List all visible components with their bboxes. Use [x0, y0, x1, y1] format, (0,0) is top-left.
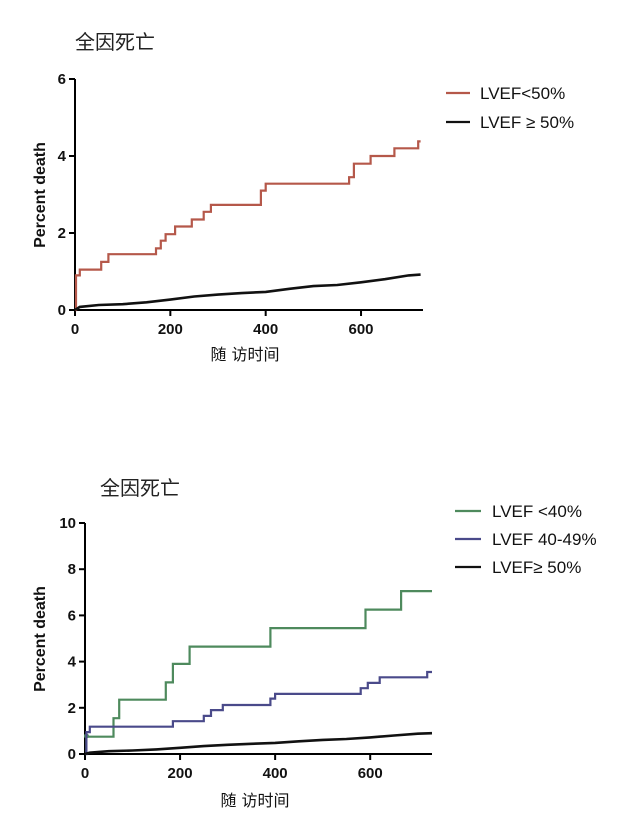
chart-1-x-axis-label: 随 访时间 — [210, 345, 279, 364]
c1-y-tick-label: 0 — [58, 302, 66, 319]
c2-y-tick-label: 8 — [68, 561, 76, 578]
c1-x-tick-label: 0 — [71, 321, 79, 338]
legend-label-lvef-ge50-b: LVEF≥ 50% — [492, 558, 581, 577]
c2-y-tick-label: 0 — [68, 746, 76, 763]
c2-plot: 0 2 4 6 8 10 0 200 400 600 — [59, 515, 433, 782]
c2-x-tick-label: 600 — [358, 765, 383, 782]
c2-y-tick-label: 10 — [59, 515, 76, 532]
chart-2-x-axis-label: 随 访时间 — [220, 791, 289, 810]
c2-x-tick-label: 400 — [263, 765, 288, 782]
c2-series-line-lvef-40- — [85, 589, 432, 756]
c1-plot: 0 2 4 6 0 200 400 600 — [58, 71, 423, 338]
c2-y-tick-label: 4 — [68, 654, 77, 671]
legend-label-lvef-ge50: LVEF ≥ 50% — [480, 113, 574, 132]
c1-y-tick-label: 4 — [58, 148, 67, 165]
legend-label-lvef-lt40: LVEF <40% — [492, 502, 582, 521]
chart-2-y-axis-label: Percent death — [32, 586, 49, 692]
c1-y-tick-label: 2 — [58, 225, 66, 242]
c2-y-tick-label: 6 — [68, 607, 76, 624]
chart-2-legend: LVEF <40% LVEF 40-49% LVEF≥ 50% — [455, 502, 597, 577]
c1-series-line-lvef-50- — [74, 273, 421, 312]
c1-x-tick-label: 400 — [253, 321, 278, 338]
c2-y-tick-label: 2 — [68, 700, 76, 717]
chart-1-title: 全因死亡 — [75, 30, 155, 54]
c2-x-tick-label: 200 — [168, 765, 193, 782]
chart-2-title: 全因死亡 — [100, 476, 180, 500]
chart-1-legend: LVEF<50% LVEF ≥ 50% — [446, 84, 574, 132]
c2-x-tick-label: 0 — [81, 765, 89, 782]
c1-x-tick-label: 200 — [158, 321, 183, 338]
legend-label-lvef-lt50: LVEF<50% — [480, 84, 565, 103]
c1-series-line-lvef-50- — [74, 140, 421, 312]
c1-y-tick-label: 6 — [58, 71, 66, 88]
c2-series-line-lvef-40-49- — [85, 670, 432, 756]
legend-label-lvef-40-49: LVEF 40-49% — [492, 530, 597, 549]
c2-series-line-lvef-50- — [84, 731, 433, 756]
chart-1-y-axis-label: Percent death — [32, 142, 49, 248]
c1-x-tick-label: 600 — [349, 321, 374, 338]
